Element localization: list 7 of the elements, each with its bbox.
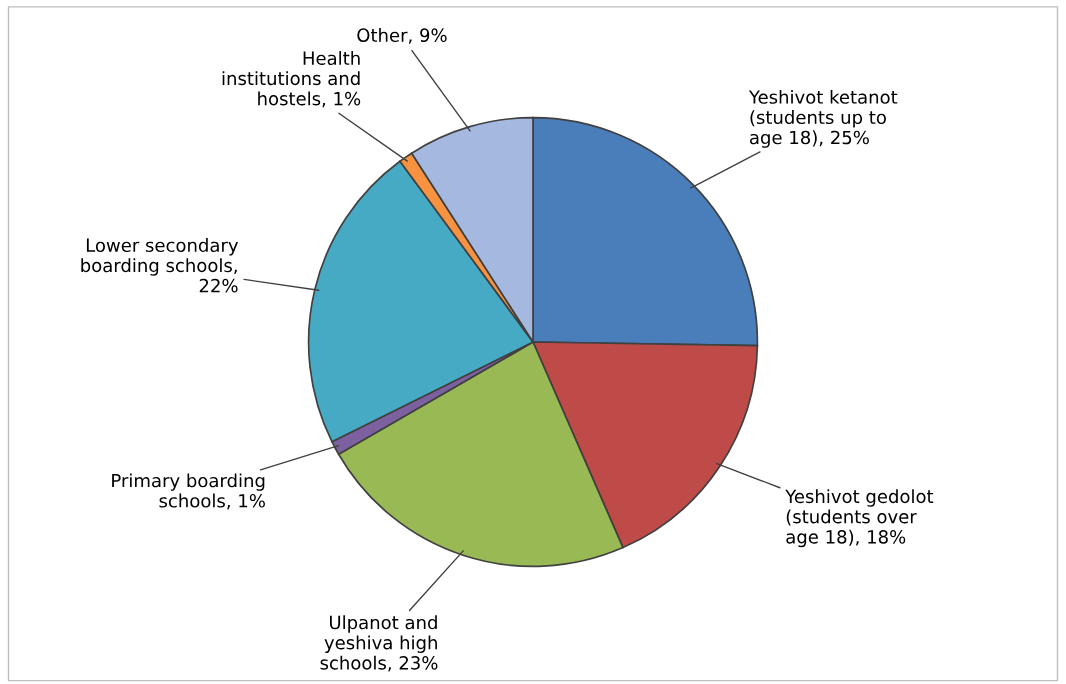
slice-label: Yeshivot gedolot (students over age 18), 18% [785,489,934,548]
slice-label: Primary boarding schools, 1% [112,473,265,510]
slice-label: Other, 9% [357,28,447,44]
slice-label: Yeshivot ketanot (students up to age 18), 25% [748,89,898,148]
slice-label: Health institutions and hostels, 1% [222,51,361,108]
slice-label: Lower secondary boarding schools, 22% [81,238,239,293]
slice-label: Ulpanot and yeshiva high schools, 23% [320,615,438,672]
